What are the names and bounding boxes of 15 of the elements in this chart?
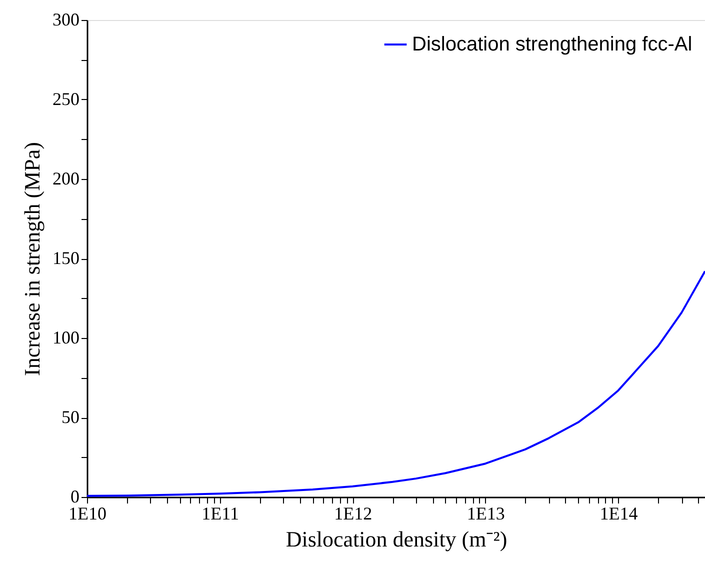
x-tick-label: 1E12 (334, 504, 372, 524)
x-tick-label: 1E14 (600, 504, 638, 524)
y-tick-label: 200 (52, 168, 80, 188)
y-tick-label: 300 (52, 10, 80, 30)
y-tick-label: 250 (52, 89, 80, 109)
y-tick-label: 50 (62, 407, 80, 427)
y-tick-label: 150 (52, 248, 80, 268)
x-tick-label: 1E11 (202, 504, 239, 524)
x-tick-label: 1E13 (466, 504, 505, 524)
y-tick-label: 100 (52, 328, 80, 348)
x-axis-title: Dislocation density (m⁻²) (286, 526, 508, 552)
y-tick-label: 0 (70, 486, 80, 506)
legend-label: Dislocation strengthening fcc-Al (412, 34, 692, 56)
x-tick-label: 1E10 (68, 504, 106, 524)
y-axis-title: Increase in strength (MPa) (20, 142, 44, 376)
